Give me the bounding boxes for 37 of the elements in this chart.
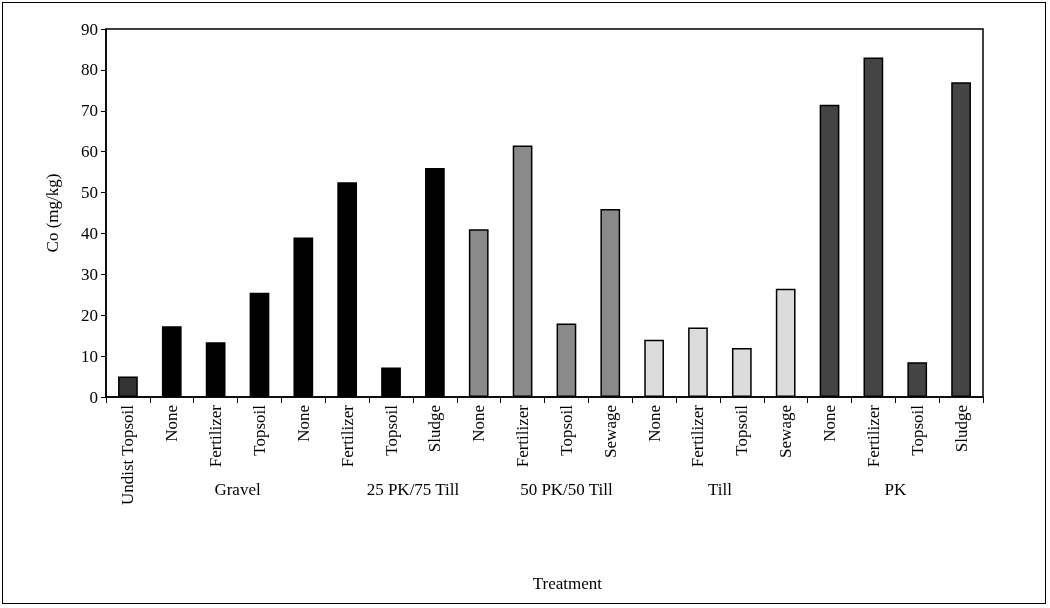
x-tick-label: None xyxy=(162,405,182,442)
x-axis-title: Treatment xyxy=(532,573,603,593)
x-tick-label: Topsoil xyxy=(556,404,576,456)
y-tick-label: 30 xyxy=(81,264,98,284)
x-tick-label: Fertilizer xyxy=(863,404,883,468)
x-tick-label: None xyxy=(469,405,489,442)
x-tick-label: Topsoil xyxy=(381,404,401,456)
y-tick-label: 80 xyxy=(81,60,98,80)
y-tick-label: 0 xyxy=(89,387,98,407)
x-tick-label: None xyxy=(293,405,313,442)
x-tick-label: None xyxy=(820,405,840,442)
y-tick-label: 60 xyxy=(81,142,98,162)
x-tick-label: None xyxy=(644,405,664,442)
x-tick-label: Undist Topsoil xyxy=(118,404,138,506)
text: Till xyxy=(707,479,733,499)
x-tick-label: Sludge xyxy=(425,405,445,453)
x-tick-label: Topsoil xyxy=(907,404,927,456)
y-tick-label: 50 xyxy=(81,183,98,203)
x-tick-label: Sewage xyxy=(776,405,796,458)
x-tick-label: Fertilizer xyxy=(688,404,708,468)
text: 50 PK/50 Till xyxy=(520,479,613,499)
x-tick-label: Sewage xyxy=(600,405,620,458)
y-tick-label: 20 xyxy=(81,305,98,325)
y-tick-label: 90 xyxy=(81,19,98,39)
y-tick-label: 70 xyxy=(81,101,98,121)
text: 25 PK/75 Till xyxy=(366,479,460,499)
x-tick-label: Fertilizer xyxy=(513,404,533,468)
x-tick-label: Sludge xyxy=(951,405,971,453)
text: Gravel xyxy=(214,479,261,499)
x-tick-label: Fertilizer xyxy=(206,404,226,468)
y-axis-title: Co (mg/kg) xyxy=(43,173,62,253)
x-tick-label: Topsoil xyxy=(732,404,752,456)
text: PK xyxy=(884,479,907,499)
y-tick-label: 40 xyxy=(81,223,98,243)
y-tick-label: 10 xyxy=(81,346,98,366)
x-tick-label: Topsoil xyxy=(249,404,269,456)
x-tick-label: Fertilizer xyxy=(337,404,357,468)
